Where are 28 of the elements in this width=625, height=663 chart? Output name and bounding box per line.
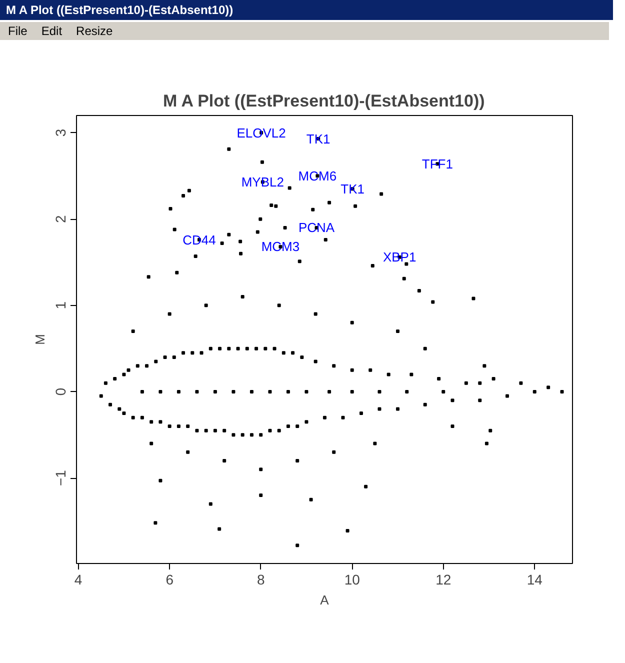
y-tick-label: 2 <box>52 214 68 223</box>
annotation: ELOVL2 <box>236 125 286 140</box>
chart-title: M A Plot ((EstPresent10)-(EstAbsent10)) <box>162 92 485 110</box>
x-tick-label: 8 <box>256 572 265 588</box>
x-tick-label: 14 <box>526 572 543 588</box>
annotation: MCM6 <box>298 168 337 184</box>
annotation: TK1 <box>340 181 364 196</box>
annotation: MCM3 <box>261 239 300 254</box>
y-tick-label: 3 <box>52 128 68 137</box>
annotation: TK1 <box>306 131 330 146</box>
y-axis-title: M <box>32 334 48 345</box>
y-tick-label: −1 <box>52 470 68 486</box>
y-tick-label: 0 <box>52 388 68 396</box>
text: File <box>8 24 28 38</box>
x-tick-label: 12 <box>436 572 452 588</box>
annotation: MYBL2 <box>241 174 284 190</box>
annotation: CD44 <box>182 232 216 248</box>
annotation: TFF1 <box>422 156 453 172</box>
text: Edit <box>41 24 62 38</box>
text: M A Plot ((EstPresent10)-(EstAbsent10)) <box>0 0 613 20</box>
x-tick-label: 6 <box>166 572 174 588</box>
x-axis-title: A <box>320 592 330 608</box>
y-tick-label: 1 <box>52 301 68 310</box>
annotation: XBP1 <box>382 250 416 265</box>
x-tick-label: 4 <box>74 572 82 588</box>
annotation: PCNA <box>298 220 335 236</box>
x-tick-label: 10 <box>344 572 360 588</box>
text: Resize <box>76 24 113 38</box>
